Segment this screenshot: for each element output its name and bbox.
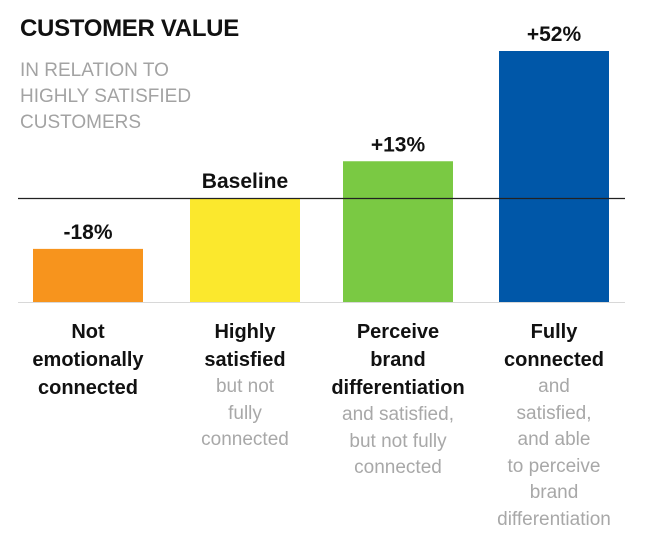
category-name-line: connected bbox=[503, 349, 605, 371]
category-description-line: fully bbox=[228, 402, 262, 424]
category-name-line: satisfied bbox=[204, 349, 286, 371]
data-label-3: +13% bbox=[371, 133, 426, 156]
category-description-line: brand bbox=[529, 482, 579, 503]
category-description-line: differentiation bbox=[497, 508, 611, 530]
category-name-line: Not bbox=[71, 321, 105, 343]
category-description: and satisfied, but not fully connected bbox=[318, 402, 478, 482]
category-name-line: Highly bbox=[214, 321, 276, 343]
category-description: and satisfied, and able to perceive brand dif… bbox=[474, 374, 634, 533]
data-label-4: +52% bbox=[527, 23, 582, 46]
data-label-2: Baseline bbox=[202, 170, 288, 193]
chart-title: CUSTOMER VALUE bbox=[20, 15, 239, 42]
category-name: Fully connected bbox=[474, 318, 634, 374]
category-name: Perceive brand differentiation bbox=[318, 318, 478, 402]
category-label-2: Highly satisfied but not fully connected bbox=[165, 318, 325, 454]
category-description-line: but not fully bbox=[349, 430, 447, 452]
category-description-line: connected bbox=[354, 457, 442, 478]
chart-subtitle: IN RELATION TO HIGHLY SATISFIED CUSTOMER… bbox=[20, 58, 280, 136]
category-label-3: Perceive brand differentiation and satisfie… bbox=[318, 318, 478, 482]
category-name-line: brand bbox=[370, 349, 426, 371]
category-name-line: connected bbox=[37, 377, 139, 399]
category-description-line: and satisfied, bbox=[342, 404, 454, 425]
category-name-line: differentiation bbox=[331, 377, 465, 399]
subtitle-line: CUSTOMERS bbox=[20, 112, 142, 133]
category-name: Not emotionally connected bbox=[8, 318, 168, 402]
data-label-1: -18% bbox=[63, 221, 112, 244]
category-description: but not fully connected bbox=[165, 374, 325, 454]
category-name: Highly satisfied bbox=[165, 318, 325, 374]
category-description-line: satisfied, bbox=[516, 402, 592, 424]
subtitle-line: IN RELATION TO bbox=[20, 60, 169, 81]
category-name-line: emotionally bbox=[32, 349, 144, 371]
category-name-line: Fully bbox=[530, 321, 578, 343]
bar-2 bbox=[190, 198, 300, 302]
subtitle-line: HIGHLY SATISFIED bbox=[20, 86, 192, 107]
bar-3 bbox=[343, 161, 453, 302]
category-description-line: and bbox=[538, 376, 570, 397]
bar-1 bbox=[33, 248, 143, 302]
category-description-line: but not bbox=[215, 376, 275, 397]
bar-4 bbox=[499, 51, 609, 302]
category-description-line: and able bbox=[517, 429, 591, 450]
category-label-4: Fully connected and satisfied, and able to pe… bbox=[474, 318, 634, 533]
category-name-line: Perceive bbox=[356, 321, 440, 343]
category-description-line: to perceive bbox=[507, 455, 601, 477]
category-description-line: connected bbox=[201, 429, 289, 450]
category-label-1: Not emotionally connected bbox=[8, 318, 168, 402]
